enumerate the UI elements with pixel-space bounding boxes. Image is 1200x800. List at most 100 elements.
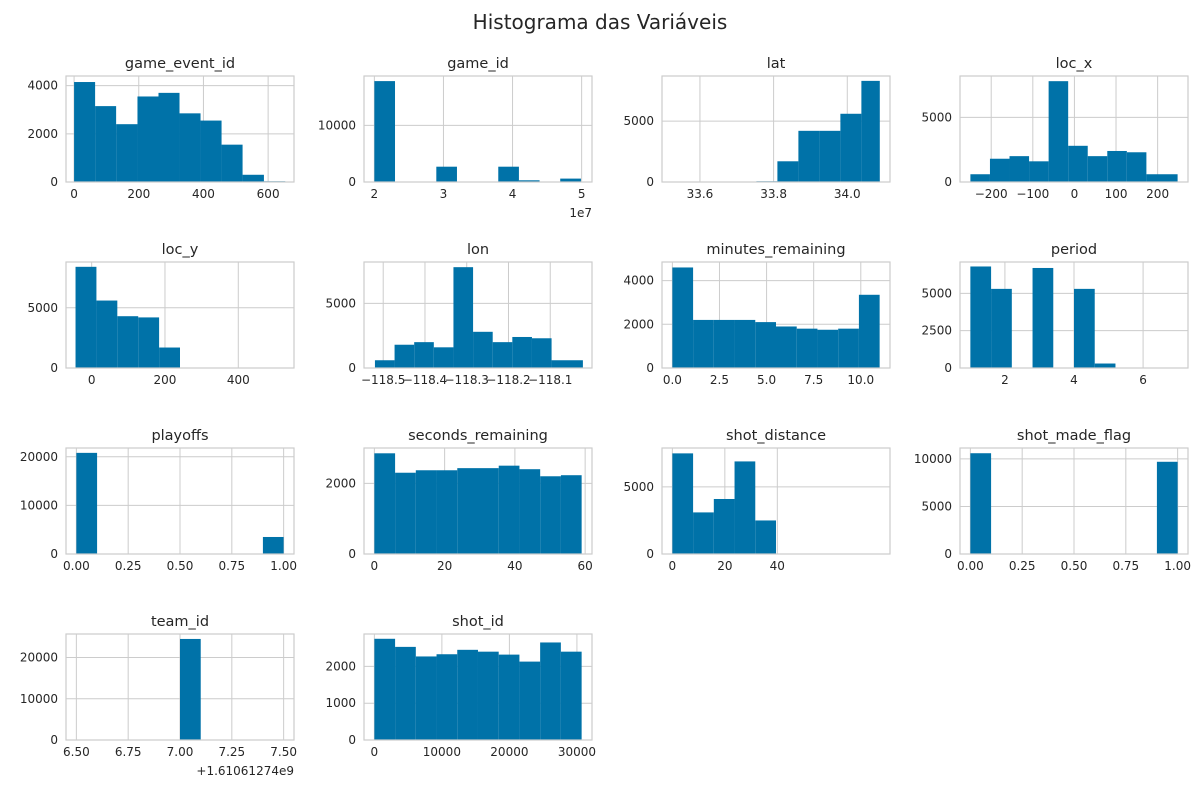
y-tick-label: 5000 [325,296,356,310]
histogram-bar [1009,156,1030,182]
histogram-bar [137,96,159,182]
axes-frame [959,75,1189,183]
axes-frame [661,261,891,369]
x-tick-label: 0.25 [115,559,142,573]
y-tick-label: 0 [944,361,952,375]
x-tick-label: 7.50 [270,745,297,759]
histogram-bar [116,124,138,182]
subplot-shot-distance: shot_distance 0 20 40 0 5000 [623,428,891,573]
x-tick-label: 20 [717,559,732,573]
x-tick-label: −118.4 [403,373,447,387]
y-tick-label: 4000 [27,79,58,93]
y-tick-label: 0 [646,547,654,561]
histogram-bar [262,536,284,554]
histogram-bar [415,656,437,740]
histogram-bar [457,649,478,740]
x-tick-label: 33.6 [687,187,714,201]
subplot-shot-made-flag: shot_made_flag 0.00 0.25 0.50 0.75 1.00 0 5000 1… [914,428,1191,573]
x-tick-label: −118.2 [486,373,530,387]
histogram-bar [755,322,776,368]
y-tick-label: 5000 [921,286,952,300]
x-tick-label: 2 [1001,373,1009,387]
y-tick-label: 5000 [623,114,654,128]
histogram-bar [734,461,756,554]
x-tick-label: −118.1 [528,373,572,387]
x-tick-label: 6 [1139,373,1147,387]
x-tick-label: 7.25 [218,745,245,759]
y-tick-label: 0 [944,175,952,189]
y-tick-label: 0 [646,361,654,375]
axes-frame [363,75,593,183]
subplot-shot-id: shot_id 0 10000 20000 30000 0 1000 2000 [325,614,596,759]
x-tick-label: 33.8 [760,187,787,201]
histogram-bar [817,329,839,368]
x-tick-label: −118.3 [445,373,489,387]
histogram-bar [672,453,694,554]
subplot-title: playoffs [151,428,208,444]
histogram-bar [158,92,180,182]
axes-frame [661,447,891,555]
histogram-bar [95,106,117,182]
histogram-bar [1107,150,1127,182]
y-tick-label: 0 [348,733,356,747]
histogram-bar [989,158,1010,182]
x-tick-label: 400 [192,187,215,201]
axes-frame [65,75,295,183]
figure-title: Histograma das Variáveis [472,10,728,34]
histogram-bar [200,120,222,182]
x-tick-label: 200 [154,373,177,387]
y-tick-label: 5000 [921,110,952,124]
histogram-bar [970,266,992,368]
histogram-bar [713,498,735,554]
subplot-playoffs: playoffs 0.00 0.25 0.50 0.75 1.00 0 10000 20000 [20,428,297,573]
histogram-bar [531,338,552,368]
histogram-bar [395,646,416,740]
y-tick-label: 4000 [623,274,654,288]
y-tick-label: 5000 [921,499,952,513]
histogram-bar [395,472,416,554]
histogram-bar [453,267,474,368]
histogram-bar [1048,81,1069,182]
histogram-bar [540,642,561,740]
x-tick-label: 0.75 [218,559,245,573]
y-tick-label: 0 [646,175,654,189]
y-tick-label: 0 [944,547,952,561]
subplot-title: loc_y [162,242,199,258]
x-tick-label: 200 [1146,187,1169,201]
histogram-bar [798,130,820,182]
x-tick-label: 100 [1105,187,1128,201]
histogram-bar [473,331,493,368]
histogram-bar [734,319,756,368]
subplot-team-id: team_id 6.50 6.75 7.00 7.25 7.50 0 10000 20000 +1… [20,614,297,778]
histogram-bar [1156,461,1178,554]
histogram-bar [540,476,561,554]
x-tick-label: 0.50 [167,559,194,573]
histogram-bar [1126,152,1147,182]
histogram-bar [755,520,776,554]
histogram-bar [374,453,396,554]
subplot-title: loc_x [1056,56,1093,72]
subplot-loc-y: loc_y 0 200 400 0 5000 [27,242,295,387]
y-tick-label: 0 [50,361,58,375]
subplot-title: team_id [151,614,209,630]
histogram-bar [519,469,541,554]
subplot-loc-x: loc_x −200 −100 0 100 200 0 5000 [921,56,1189,201]
x-tick-label: 0.25 [1009,559,1036,573]
axis-offset-text: 1e7 [569,206,592,220]
histogram-bar [777,161,799,182]
subplot-period: period 2 4 6 0 2500 5000 [921,242,1189,387]
x-tick-label: −200 [975,187,1008,201]
x-tick-label: 4 [1070,373,1078,387]
histogram-bar [76,452,98,554]
x-tick-label: 3 [440,187,448,201]
histogram-bar [776,326,797,368]
histogram-bar [436,654,458,740]
x-tick-label: 40 [507,559,522,573]
histogram-bar [1068,145,1088,182]
axes-frame [65,261,295,369]
x-tick-label: 0.00 [957,559,984,573]
histogram-bar [1087,156,1108,182]
subplot-lon: lon −118.5−118.4−118.3−118.2−118.1 0 5000 [325,242,593,387]
y-tick-label: 0 [348,547,356,561]
histogram-bar [394,344,415,368]
